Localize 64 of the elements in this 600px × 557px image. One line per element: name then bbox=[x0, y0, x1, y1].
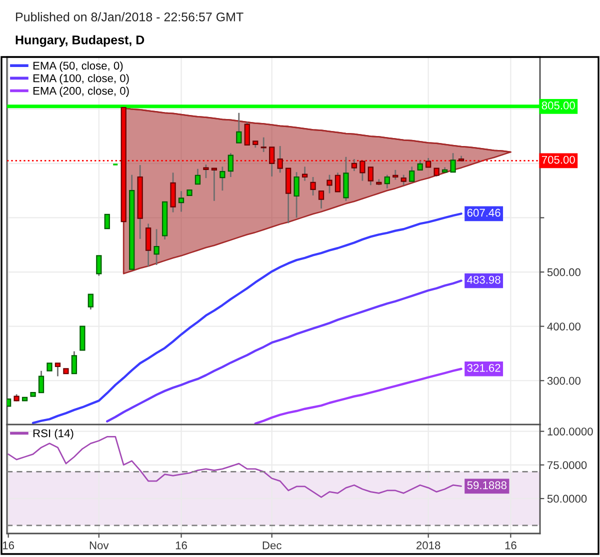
legend-label: EMA (100, close, 0) bbox=[33, 74, 129, 84]
candlestick bbox=[277, 145, 283, 174]
legend-label: EMA (200, close, 0) bbox=[33, 86, 129, 97]
candlestick bbox=[318, 190, 324, 210]
candlestick bbox=[384, 174, 390, 190]
candlestick bbox=[310, 176, 316, 196]
x-tick-label: Nov bbox=[90, 542, 109, 550]
candlestick bbox=[211, 168, 218, 202]
candlestick bbox=[178, 190, 184, 212]
x-tick-label: Dec bbox=[262, 542, 282, 550]
candlestick bbox=[426, 157, 432, 168]
data-label: 59.1888 bbox=[467, 481, 507, 490]
candlestick bbox=[400, 174, 406, 186]
candlestick bbox=[38, 370, 44, 394]
y-tick-label: 75.0000 bbox=[548, 461, 587, 470]
candlestick bbox=[154, 228, 160, 266]
line-series bbox=[32, 212, 462, 424]
text: Published on 8/Jan/2018 - 22:56:57 GMT bbox=[16, 12, 244, 22]
candlestick bbox=[326, 174, 332, 194]
y-tick-label: 500.00 bbox=[547, 268, 580, 276]
legend-label: EMA (50, close, 0) bbox=[33, 61, 123, 72]
candlestick bbox=[203, 164, 209, 179]
candlestick bbox=[220, 166, 226, 192]
chart-title: Hungary, Budapest, D bbox=[16, 35, 144, 47]
candlestick bbox=[294, 171, 300, 218]
candlestick bbox=[88, 294, 94, 310]
data-label: 607.46 bbox=[467, 208, 500, 217]
candlestick bbox=[104, 214, 110, 230]
x-tick-label: 16 bbox=[505, 541, 516, 550]
candlestick bbox=[194, 168, 201, 185]
y-tick-label: 300.00 bbox=[547, 376, 580, 385]
candlestick bbox=[236, 112, 242, 144]
candlestick bbox=[146, 223, 152, 268]
line-series bbox=[106, 280, 462, 422]
data-label: 321.62 bbox=[467, 364, 500, 372]
candlestick bbox=[244, 121, 250, 146]
candlestick bbox=[351, 158, 358, 172]
candlestick bbox=[360, 160, 366, 182]
candlestick bbox=[417, 160, 423, 171]
y-tick-label: 400.00 bbox=[547, 322, 580, 330]
candlestick bbox=[54, 362, 61, 377]
line-series bbox=[254, 368, 462, 425]
x-tick-label: 2018 bbox=[416, 541, 440, 550]
candlestick bbox=[228, 152, 234, 178]
x-tick-label: 16 bbox=[176, 541, 187, 550]
data-label: 483.98 bbox=[467, 276, 500, 284]
candlestick bbox=[392, 169, 398, 180]
candlestick bbox=[80, 326, 86, 351]
candlestick bbox=[260, 136, 266, 153]
candlestick bbox=[409, 166, 415, 182]
candlestick bbox=[71, 350, 78, 374]
ref-line-label: 805.00 bbox=[542, 102, 575, 110]
ref-line-label: 705.00 bbox=[542, 156, 575, 164]
x-tick-label: 16 bbox=[2, 541, 14, 550]
candlestick bbox=[368, 166, 374, 186]
candlestick bbox=[96, 255, 102, 277]
candlestick bbox=[269, 146, 275, 178]
y-tick-label: 50.0000 bbox=[547, 494, 587, 503]
y-tick-label: 100.0000 bbox=[548, 428, 593, 436]
candlestick bbox=[450, 152, 456, 173]
legend-label: RSI (14) bbox=[33, 429, 74, 440]
candlestick bbox=[170, 172, 176, 213]
candlestick bbox=[334, 172, 341, 192]
candlestick bbox=[302, 166, 308, 182]
